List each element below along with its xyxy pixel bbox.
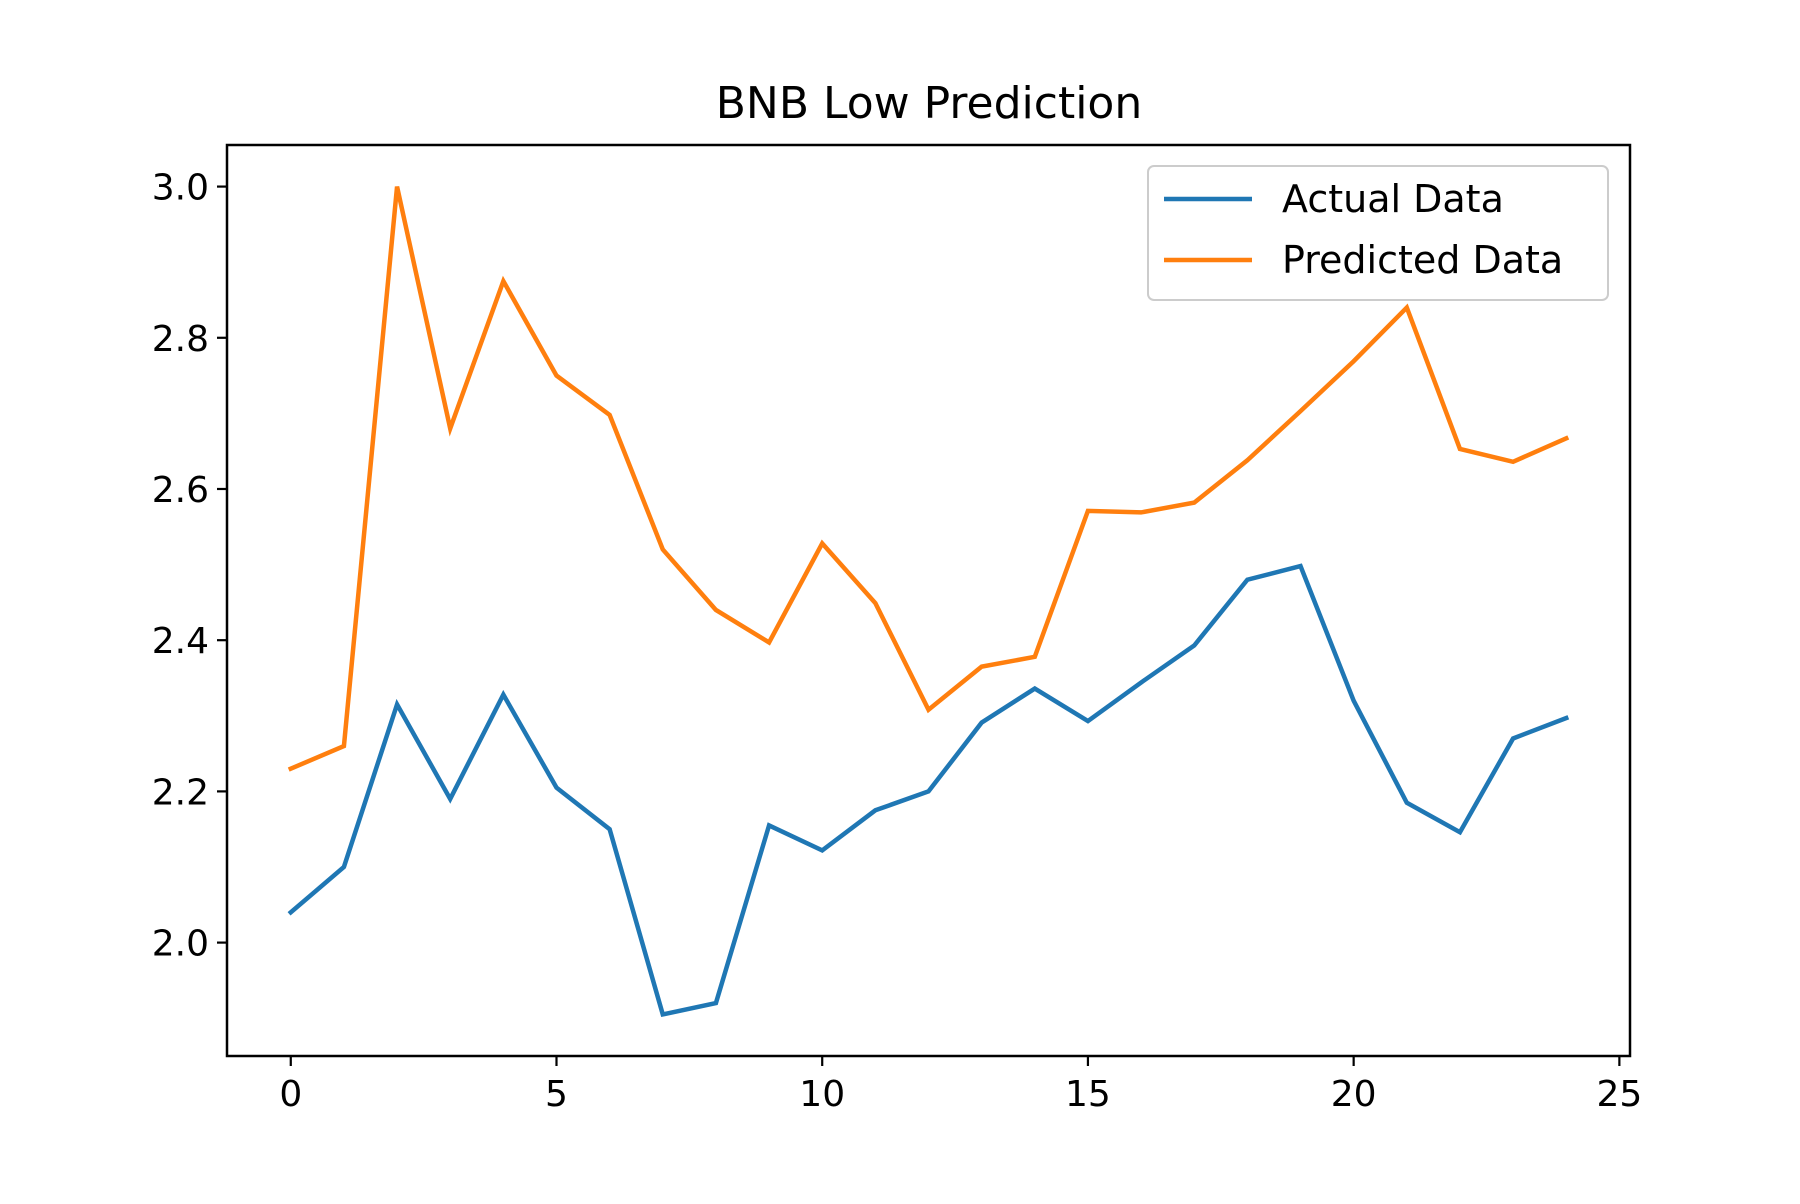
- series-line-predicted-data: [287, 186, 1570, 772]
- chart-title: BNB Low Prediction: [716, 78, 1143, 129]
- x-tick-label: 15: [1065, 1074, 1111, 1115]
- plot-area-frame: [225, 143, 1632, 1058]
- x-tick-label: 10: [799, 1074, 845, 1115]
- series-layer: [287, 186, 1570, 1018]
- y-tick-label: 2.8: [152, 319, 209, 360]
- x-tick-label: 0: [279, 1074, 302, 1115]
- y-tick-label: 2.0: [152, 924, 209, 965]
- x-tick-label: 5: [545, 1074, 568, 1115]
- series-line-actual-data: [287, 563, 1570, 1018]
- y-tick-label: 2.6: [152, 470, 209, 511]
- x-tick-label: 25: [1596, 1074, 1642, 1115]
- y-tick-label: 3.0: [152, 168, 209, 209]
- legend-label-actual-data: Actual Data: [1282, 177, 1504, 221]
- y-tick-label: 2.4: [152, 621, 209, 662]
- x-tick-label: 20: [1331, 1074, 1377, 1115]
- legend: Actual Data Predicted Data: [1147, 165, 1609, 301]
- y-tick-label: 2.2: [152, 772, 209, 813]
- legend-box: [1147, 165, 1609, 301]
- x-axis: 0 5 10 15 20 25: [279, 1056, 1642, 1115]
- y-axis: 2.0 2.2 2.4 2.6 2.8 3.0: [152, 168, 227, 965]
- legend-label-predicted-data: Predicted Data: [1282, 238, 1563, 282]
